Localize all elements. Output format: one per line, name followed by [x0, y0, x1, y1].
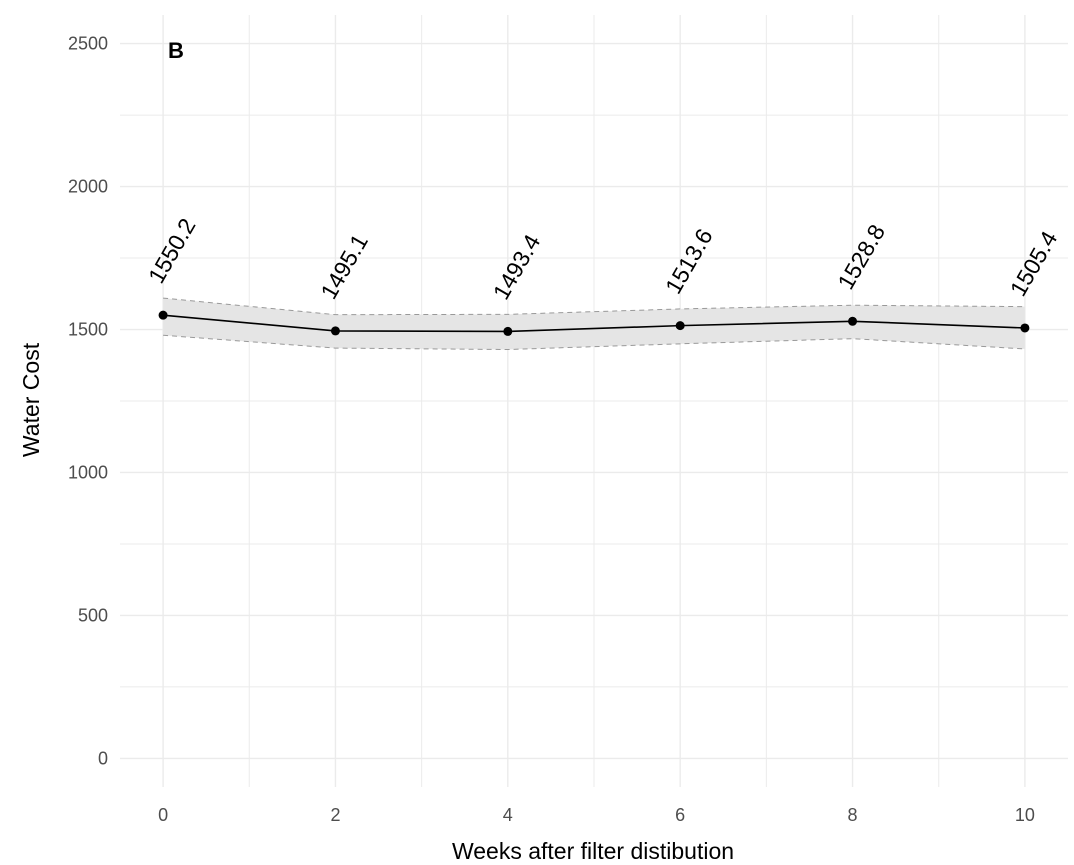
- data-point: [675, 321, 685, 331]
- data-point: [1020, 323, 1030, 333]
- y-tick-label: 0: [98, 748, 108, 768]
- data-label: 1550.2: [143, 214, 201, 288]
- data-point: [503, 326, 513, 336]
- y-tick-label: 500: [78, 605, 108, 625]
- y-tick-labels: 0 500 1000 1500 2000 2500: [68, 34, 108, 769]
- minor-gridlines: [120, 15, 1068, 787]
- data-label: 1505.4: [1005, 226, 1063, 300]
- series-line: [163, 314, 1025, 333]
- x-axis-title: Weeks after filter distibution: [452, 838, 734, 864]
- panel-tag: B: [168, 38, 184, 63]
- series-line-layer: [163, 314, 1025, 333]
- y-tick-label: 2000: [68, 177, 108, 197]
- confidence-ribbon: [163, 298, 1025, 350]
- ribbon-lower-bound: [163, 334, 1025, 351]
- y-tick-label: 1000: [68, 462, 108, 482]
- data-point: [848, 316, 858, 326]
- x-tick-label: 0: [158, 805, 168, 825]
- data-point: [158, 310, 168, 320]
- x-tick-label: 8: [848, 805, 858, 825]
- confidence-ribbon-layer: [163, 297, 1025, 351]
- ribbon-upper-bound: [163, 297, 1025, 316]
- y-tick-label: 1500: [68, 320, 108, 340]
- x-tick-label: 6: [675, 805, 685, 825]
- data-label: 1528.8: [832, 220, 890, 294]
- data-label: 1495.1: [315, 229, 373, 303]
- y-axis-title: Water Cost: [18, 342, 44, 457]
- x-tick-label: 2: [330, 805, 340, 825]
- data-point: [330, 326, 340, 336]
- data-label: 1493.4: [488, 230, 546, 304]
- data-label-layer: 1550.2 1495.1 1493.4 1513.6 1528.8 1505.4: [143, 214, 1063, 304]
- x-tick-label: 4: [503, 805, 513, 825]
- y-tick-label: 2500: [68, 34, 108, 54]
- x-tick-label: 10: [1015, 805, 1035, 825]
- series-point-layer: [158, 310, 1030, 336]
- data-label: 1513.6: [660, 224, 718, 298]
- x-tick-labels: 0 2 4 6 8 10: [158, 805, 1035, 825]
